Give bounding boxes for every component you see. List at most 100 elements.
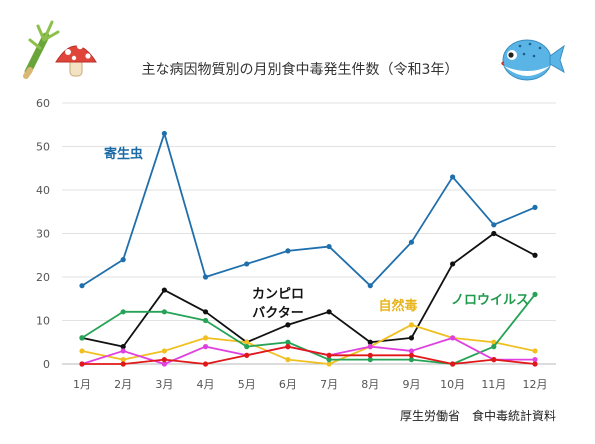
vegetable-and-mushroom-icon [23, 20, 97, 79]
data-point [367, 339, 373, 345]
data-point [161, 348, 167, 354]
data-point [120, 357, 126, 363]
data-point [285, 248, 291, 254]
data-point [161, 287, 167, 293]
data-point [202, 274, 209, 280]
data-point [285, 322, 291, 328]
x-tick-label: 1月 [73, 378, 91, 391]
x-tick-label: 8月 [361, 378, 379, 391]
data-point [367, 352, 373, 358]
x-tick-label: 6月 [279, 378, 297, 391]
data-point [161, 309, 167, 315]
data-point [244, 261, 250, 267]
x-tick-label: 12月 [523, 378, 548, 391]
series-label: 寄生虫 [104, 146, 143, 162]
data-point [161, 130, 167, 137]
y-tick-label: 30 [36, 228, 50, 241]
series-label: バクター [252, 306, 303, 321]
x-tick-label: 5月 [238, 378, 256, 391]
data-point [120, 361, 126, 367]
data-point [491, 230, 497, 237]
y-tick-label: 60 [36, 97, 50, 110]
x-tick-label: 7月 [320, 378, 338, 391]
data-point [532, 357, 538, 363]
gridlines [62, 102, 556, 365]
x-tick-label: 10月 [440, 378, 465, 391]
data-point [161, 361, 167, 367]
data-point [532, 348, 538, 354]
data-point [326, 357, 332, 363]
data-point [244, 344, 250, 350]
data-point [532, 204, 538, 210]
x-tick-label: 9月 [402, 378, 420, 391]
data-point [532, 361, 538, 367]
mushroom-icon [55, 42, 97, 77]
data-point [202, 361, 209, 367]
y-tick-label: 10 [36, 315, 50, 328]
pufferfish-icon [501, 39, 565, 81]
data-point [532, 291, 538, 297]
data-point [408, 322, 415, 328]
data-point [120, 309, 126, 315]
data-point [532, 252, 538, 258]
data-point [450, 174, 456, 180]
data-point [408, 335, 415, 341]
x-axis-tick-labels: 1月 2月 3月 4月 5月 6月 7月 8月 9月 10月 11月 12月 [73, 378, 548, 391]
y-tick-label: 40 [36, 184, 50, 197]
data-point [326, 352, 332, 358]
series-label: カンピロ [252, 287, 304, 302]
data-point [79, 335, 85, 341]
data-point [120, 348, 126, 354]
data-point [491, 344, 497, 350]
data-point [161, 357, 167, 363]
data-point [326, 309, 332, 315]
x-tick-label: 11月 [481, 378, 506, 391]
data-point [450, 361, 456, 367]
data-point [408, 348, 415, 354]
data-point [202, 344, 209, 350]
x-tick-label: 3月 [155, 378, 173, 391]
series-line [81, 132, 536, 287]
series-label: ノロウイルス [451, 293, 529, 308]
data-point [491, 357, 497, 363]
data-point [120, 257, 126, 263]
x-tick-label: 4月 [197, 378, 215, 391]
y-axis-tick-labels: 0 10 20 30 40 50 60 [36, 97, 50, 371]
chart-title: 主な病因物質別の月別食中毒発生件数（令和3年） [142, 61, 459, 78]
data-point [367, 283, 373, 289]
data-point [367, 344, 373, 350]
data-point [450, 335, 456, 341]
data-point [326, 243, 332, 250]
series-line [81, 323, 536, 365]
data-point [326, 361, 332, 367]
data-point [408, 357, 415, 363]
x-tick-label: 2月 [114, 378, 132, 391]
series-lines [79, 130, 538, 367]
data-point [79, 283, 85, 289]
series-5 [79, 344, 538, 367]
data-point [285, 357, 291, 363]
series-0 [79, 130, 538, 289]
data-point [450, 261, 456, 267]
data-point [202, 335, 209, 341]
data-point [408, 239, 415, 245]
data-point [79, 361, 85, 367]
series-line [81, 232, 536, 348]
source-note: 厚生労働省 食中毒統計資料 [400, 408, 556, 423]
series-2 [79, 322, 538, 367]
data-point [202, 309, 209, 315]
series-line [82, 345, 536, 365]
asparagus-icon [23, 20, 60, 79]
data-point [120, 344, 126, 350]
y-tick-label: 50 [36, 141, 50, 154]
data-point [202, 317, 209, 324]
data-point [244, 339, 250, 345]
y-tick-label: 0 [43, 358, 50, 371]
data-point [244, 352, 250, 358]
series-label: 自然毒 [378, 298, 417, 314]
data-point [491, 222, 497, 228]
data-point [408, 352, 415, 358]
data-point [79, 348, 85, 354]
